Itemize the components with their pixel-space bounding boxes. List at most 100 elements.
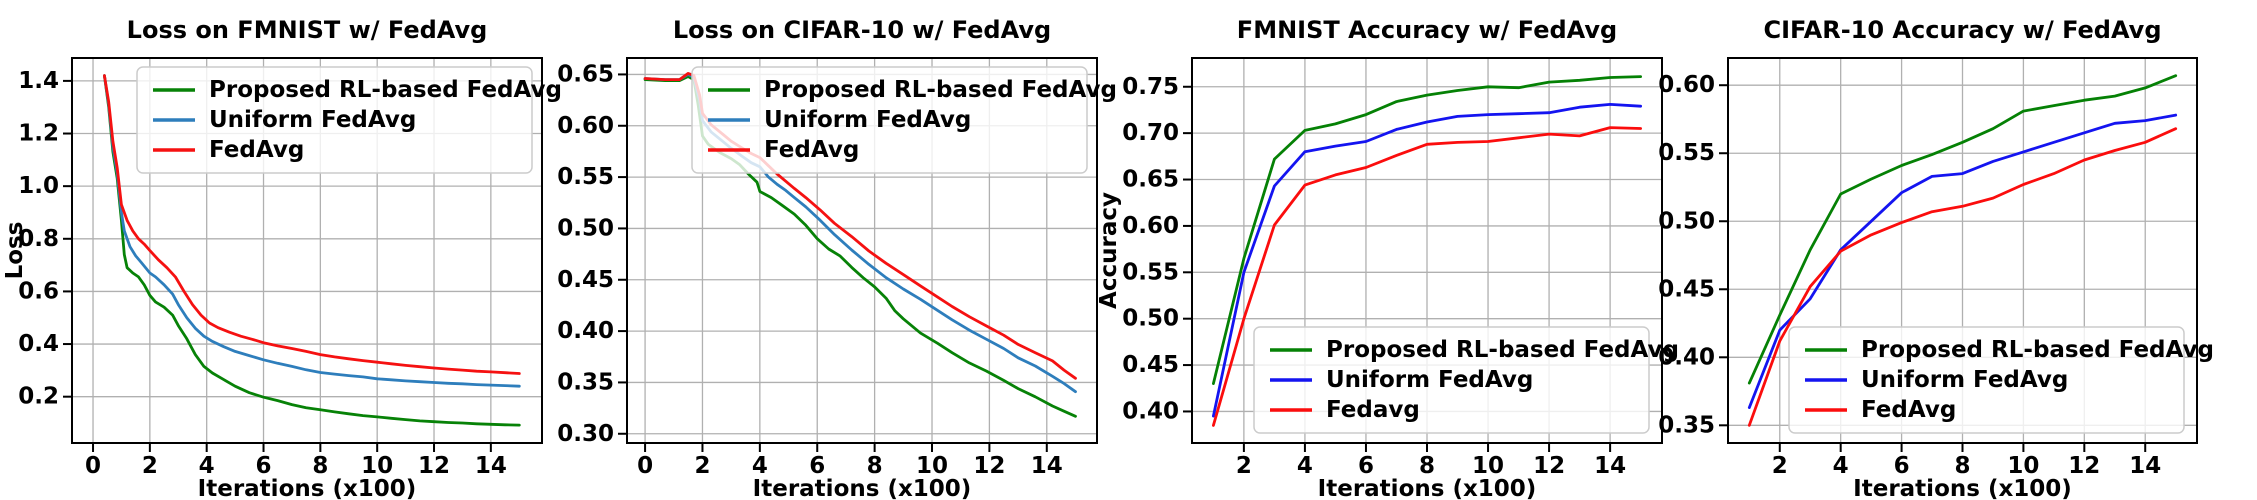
series-line-0	[1212, 75, 1642, 386]
y-tick-label: 0.4	[18, 331, 59, 357]
x-tick-label: 4	[752, 453, 768, 479]
legend-label: Uniform FedAvg	[209, 107, 416, 133]
legend-label: FedAvg	[209, 137, 304, 163]
x-tick-label: 6	[809, 453, 825, 479]
chart-loss-cifar10: Proposed RL-based FedAvg Uniform FedAvg Fe…	[557, 16, 1117, 500]
plot-border	[71, 57, 543, 444]
x-tick-label: 8	[312, 453, 328, 479]
x-tick-label: 4	[1833, 453, 1849, 479]
series-line-2	[1747, 127, 2178, 427]
y-tick-label: 0.65	[1122, 167, 1179, 193]
x-tick-label: 2	[1772, 453, 1788, 479]
legend-label: Uniform FedAvg	[1326, 367, 1533, 393]
chart-title: CIFAR-10 Accuracy w/ FedAvg	[1763, 16, 2161, 44]
chart-title: FMNIST Accuracy w/ FedAvg	[1237, 16, 1617, 44]
x-axis-label: Iterations (x100)	[198, 476, 417, 500]
legend: Proposed RL-based FedAvg Uniform FedAvg Fe…	[691, 66, 1117, 174]
x-tick-label: 10	[361, 453, 393, 479]
grid	[627, 58, 1097, 443]
x-axis-label: Iterations (x100)	[1853, 476, 2072, 500]
y-tick-label: 0.70	[1122, 120, 1179, 146]
x-tick-label: 0	[637, 453, 653, 479]
series-line-1	[103, 74, 521, 388]
legend-box	[691, 66, 1088, 174]
x-tick-label: 12	[1533, 453, 1565, 479]
y-tick-label: 0.55	[1658, 140, 1715, 166]
legend: Proposed RL-based FedAvg Uniform FedAvg Fe…	[136, 66, 562, 174]
x-tick-label: 14	[2129, 453, 2161, 479]
x-tick-label: 6	[1358, 453, 1374, 479]
x-tick-label: 14	[475, 453, 507, 479]
legend-label: Uniform FedAvg	[1861, 367, 2068, 393]
legend-label: Proposed RL-based FedAvg	[1861, 337, 2214, 363]
y-tick-label: 0.65	[557, 61, 614, 87]
y-tick-label: 0.55	[557, 164, 614, 190]
y-axis-label: Accuracy	[1096, 192, 1122, 309]
legend-label: Proposed RL-based FedAvg	[1326, 337, 1679, 363]
y-tick-label: 0.45	[1122, 352, 1179, 378]
x-tick-label: 12	[418, 453, 450, 479]
x-tick-label: 10	[1472, 453, 1504, 479]
x-tick-label: 4	[1297, 453, 1313, 479]
series-line-2	[1212, 126, 1642, 427]
chart-loss-fmnist: Proposed RL-based FedAvg Uniform FedAvg Fe…	[2, 16, 562, 500]
y-tick-label: 0.2	[18, 384, 59, 410]
x-tick-label: 2	[694, 453, 710, 479]
series-line-1	[1212, 103, 1642, 418]
y-tick-label: 0.45	[557, 267, 614, 293]
series-line-0	[1747, 74, 2178, 385]
x-tick-label: 12	[973, 453, 1005, 479]
x-tick-label: 4	[199, 453, 215, 479]
x-tick-label: 8	[1954, 453, 1970, 479]
series-line-0	[103, 74, 521, 427]
x-axis-label: Iterations (x100)	[753, 476, 972, 500]
legend-label: Fedavg	[1326, 397, 1420, 423]
legend-box	[1253, 326, 1650, 434]
x-tick-label: 14	[1031, 453, 1063, 479]
x-tick-label: 10	[2007, 453, 2039, 479]
x-tick-label: 10	[916, 453, 948, 479]
x-tick-label: 8	[1419, 453, 1435, 479]
y-tick-label: 0.75	[1122, 74, 1179, 100]
legend-label: FedAvg	[1861, 397, 1956, 423]
series-line-1	[1747, 113, 2178, 410]
legend: Proposed RL-based FedAvg Uniform FedAvg Fe…	[1253, 326, 1679, 434]
y-tick-label: 0.50	[1658, 208, 1715, 234]
legend-label: Proposed RL-based FedAvg	[764, 77, 1117, 103]
x-tick-label: 0	[85, 453, 101, 479]
y-axis-label: Loss	[2, 222, 28, 280]
x-tick-label: 2	[1236, 453, 1252, 479]
chart-title: Loss on CIFAR-10 w/ FedAvg	[673, 16, 1051, 44]
y-tick-label: 0.40	[1658, 344, 1715, 370]
chart-title: Loss on FMNIST w/ FedAvg	[127, 16, 488, 44]
x-tick-label: 6	[1894, 453, 1910, 479]
legend: Proposed RL-based FedAvg Uniform FedAvg Fe…	[1788, 326, 2214, 434]
y-tick-label: 0.8	[18, 226, 59, 252]
y-tick-label: 0.60	[1658, 72, 1715, 98]
y-tick-label: 0.55	[1122, 259, 1179, 285]
y-tick-label: 0.45	[1658, 276, 1715, 302]
y-tick-label: 0.60	[557, 113, 614, 139]
legend-label: FedAvg	[764, 137, 859, 163]
y-tick-label: 0.6	[18, 278, 59, 304]
x-axis-label: Iterations (x100)	[1318, 476, 1537, 500]
y-tick-label: 0.40	[557, 318, 614, 344]
legend-box	[136, 66, 533, 174]
x-tick-label: 6	[256, 453, 272, 479]
legend-label: Uniform FedAvg	[764, 107, 971, 133]
plot-border	[626, 57, 1098, 444]
y-tick-label: 1.0	[18, 173, 59, 199]
y-tick-label: 0.35	[557, 369, 614, 395]
x-tick-label: 2	[142, 453, 158, 479]
y-tick-label: 0.50	[1122, 306, 1179, 332]
series-line-2	[103, 74, 521, 375]
x-tick-label: 14	[1594, 453, 1626, 479]
legend-box	[1788, 326, 2185, 434]
y-tick-label: 1.4	[18, 68, 59, 94]
y-tick-label: 1.2	[18, 121, 59, 147]
chart-accuracy-cifar10: Proposed RL-based FedAvg Uniform FedAvg Fe…	[1658, 16, 2214, 500]
y-tick-label: 0.40	[1122, 398, 1179, 424]
x-tick-label: 12	[2068, 453, 2100, 479]
